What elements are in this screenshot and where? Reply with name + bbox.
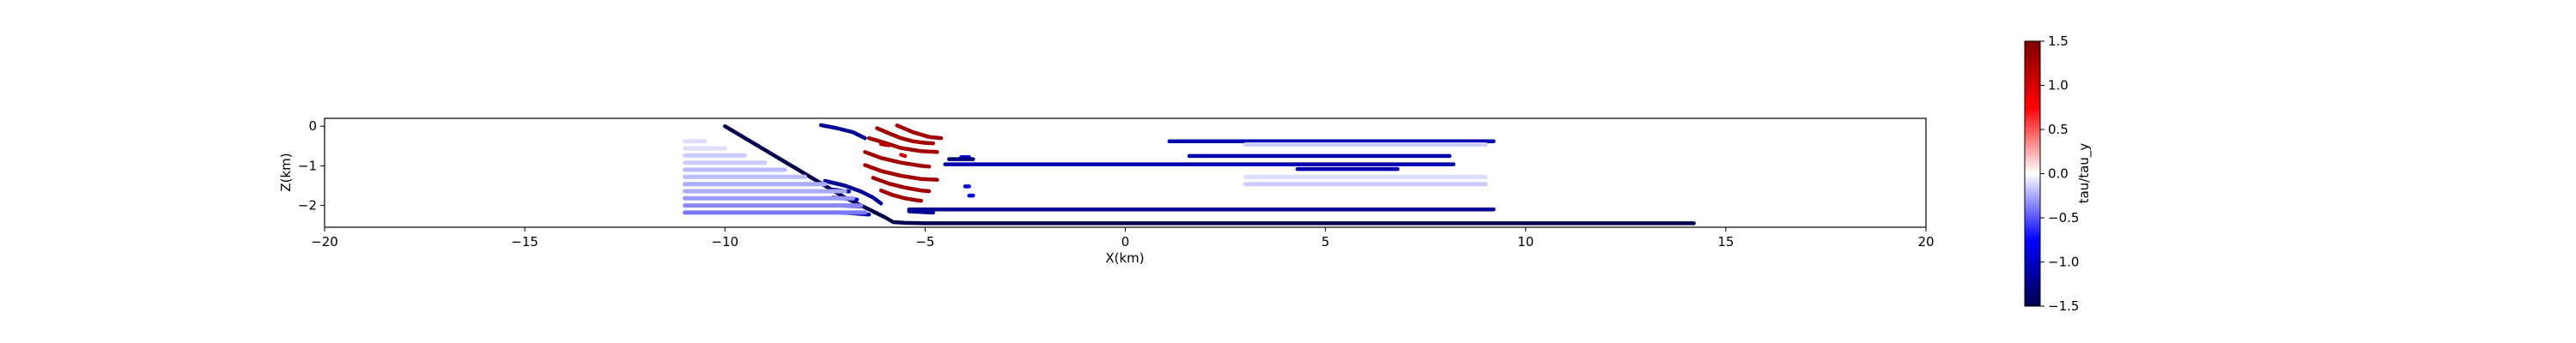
colorbar-tick-label: 1.0 xyxy=(2048,78,2069,93)
y-tick-label: −1 xyxy=(298,158,317,173)
x-tick-label: −10 xyxy=(711,234,738,250)
series-line-25 xyxy=(907,209,935,215)
x-tick-label: 5 xyxy=(1321,234,1330,250)
colorbar-tick-label: 1.5 xyxy=(2048,33,2069,49)
series-line-12 xyxy=(878,188,923,203)
series-line-7 xyxy=(875,126,935,146)
y-tick-label: −2 xyxy=(298,198,317,214)
x-tick-label: −20 xyxy=(311,234,338,250)
plot-area: −20 −15 −10 −5 0 5 10 15 20 0 −1 −2 X(km) Z(km) xyxy=(278,117,1935,266)
colorbar-ticks: 1.5 1.0 0.5 0.0 −0.5 −1.0 −1.5 xyxy=(2040,33,2079,314)
series-line-14 xyxy=(899,153,908,159)
x-tick-label: 15 xyxy=(1717,234,1734,250)
x-axis-ticks: −20 −15 −10 −5 0 5 10 15 20 xyxy=(311,227,1935,250)
x-tick-label: −15 xyxy=(511,234,538,250)
colorbar-label: tau/tau_y xyxy=(2076,143,2093,204)
series-line-15 xyxy=(878,141,891,147)
series-layer xyxy=(683,123,1696,226)
colorbar-tick-label: −1.5 xyxy=(2048,298,2079,314)
colorbar-tick-label: −1.0 xyxy=(2048,255,2079,270)
y-axis-ticks: 0 −1 −2 xyxy=(298,118,325,214)
colorbar-tick-label: 0.0 xyxy=(2048,166,2069,182)
x-tick-label: 0 xyxy=(1121,234,1130,250)
colorbar: 1.5 1.0 0.5 0.0 −0.5 −1.0 −1.5 tau/tau_y xyxy=(2024,33,2093,314)
x-tick-label: 20 xyxy=(1917,234,1934,250)
series-line-11 xyxy=(871,176,932,194)
y-tick-label: 0 xyxy=(308,118,317,134)
series-line-10 xyxy=(863,163,939,182)
colorbar-tick-label: 0.5 xyxy=(2048,122,2069,137)
series-line-2 xyxy=(823,178,884,206)
series-line-13 xyxy=(895,123,944,141)
series-line-1 xyxy=(818,123,867,141)
y-axis-label: Z(km) xyxy=(278,153,294,191)
x-tick-label: −5 xyxy=(915,234,934,250)
x-axis-label: X(km) xyxy=(1105,250,1144,266)
series-line-0 xyxy=(723,123,1696,226)
x-tick-label: 10 xyxy=(1517,234,1534,250)
series-line-9 xyxy=(863,150,932,169)
colorbar-gradient xyxy=(2024,40,2041,307)
colorbar-tick-label: −0.5 xyxy=(2048,210,2079,226)
series-line-8 xyxy=(866,135,939,154)
